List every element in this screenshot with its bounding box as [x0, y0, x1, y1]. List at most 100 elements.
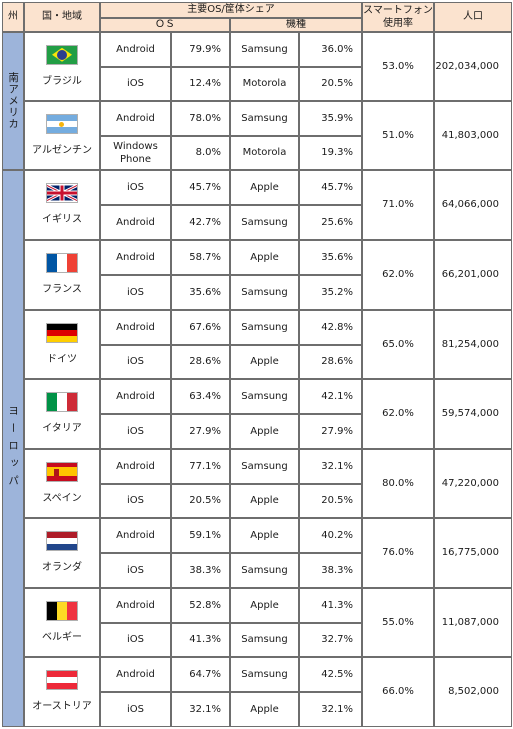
os-share: 42.7% [171, 205, 230, 240]
country-name: オーストリア [32, 701, 92, 713]
os-share: 79.9% [171, 32, 230, 67]
model-name: Samsung [230, 449, 299, 484]
usage-rate: 65.0% [362, 310, 434, 379]
country-name: ブラジル [42, 75, 82, 87]
italy-flag-icon [46, 392, 78, 413]
model-share: 35.2% [299, 275, 362, 310]
argentina-flag-icon [46, 113, 78, 134]
austria-flag-icon [46, 670, 78, 691]
model-name: Samsung [230, 205, 299, 240]
model-share: 27.9% [299, 414, 362, 449]
header-usage: スマートフォン 使用率 [362, 2, 434, 32]
country-cell: アルゼンチン [24, 101, 100, 170]
model-name: Samsung [230, 310, 299, 345]
header-population: 人口 [434, 2, 512, 32]
model-name: Apple [230, 345, 299, 379]
model-share: 32.1% [299, 449, 362, 484]
model-name: Samsung [230, 623, 299, 657]
brazil-flag-icon [46, 44, 78, 65]
population: 41,803,000 [434, 101, 512, 170]
os-name: Android [100, 240, 171, 275]
belgium-flag-icon [46, 600, 78, 621]
model-share: 25.6% [299, 205, 362, 240]
os-name: iOS [100, 170, 171, 205]
country-cell: イギリス [24, 170, 100, 240]
header-share: 主要OS/筐体シェア [100, 2, 362, 18]
os-share: 64.7% [171, 657, 230, 692]
model-name: Apple [230, 170, 299, 205]
model-share: 32.1% [299, 692, 362, 727]
population: 59,574,000 [434, 379, 512, 449]
os-name: iOS [100, 553, 171, 588]
os-share: 41.3% [171, 623, 230, 657]
usage-rate: 62.0% [362, 240, 434, 310]
os-share: 78.0% [171, 101, 230, 136]
model-share: 20.5% [299, 67, 362, 101]
os-name: Android [100, 588, 171, 623]
os-share: 35.6% [171, 275, 230, 310]
os-name: Windows Phone [100, 136, 171, 170]
france-flag-icon [46, 253, 78, 274]
country-name: オランダ [42, 562, 82, 574]
model-share: 19.3% [299, 136, 362, 170]
os-name: Android [100, 518, 171, 553]
os-share: 8.0% [171, 136, 230, 170]
os-name: iOS [100, 484, 171, 518]
os-name: iOS [100, 275, 171, 310]
country-cell: ベルギー [24, 588, 100, 657]
uk-flag-icon [46, 183, 78, 204]
os-share: 12.4% [171, 67, 230, 101]
os-share: 38.3% [171, 553, 230, 588]
model-share: 35.9% [299, 101, 362, 136]
model-share: 20.5% [299, 484, 362, 518]
header-os: ＯＳ [100, 18, 230, 32]
model-share: 36.0% [299, 32, 362, 67]
country-name: スペイン [42, 492, 82, 504]
model-name: Samsung [230, 101, 299, 136]
country-name: ベルギー [42, 631, 82, 643]
netherlands-flag-icon [46, 531, 78, 552]
country-name: イタリア [42, 423, 82, 435]
header-usage-line2: 使用率 [383, 18, 413, 29]
model-share: 40.2% [299, 518, 362, 553]
os-share: 45.7% [171, 170, 230, 205]
model-share: 28.6% [299, 345, 362, 379]
os-name: iOS [100, 345, 171, 379]
model-name: Samsung [230, 32, 299, 67]
os-name: Android [100, 657, 171, 692]
country-cell: スペイン [24, 449, 100, 518]
country-name: アルゼンチン [32, 144, 92, 156]
usage-rate: 51.0% [362, 101, 434, 170]
os-share: 77.1% [171, 449, 230, 484]
os-share: 28.6% [171, 345, 230, 379]
population: 81,254,000 [434, 310, 512, 379]
model-name: Apple [230, 414, 299, 449]
model-share: 42.5% [299, 657, 362, 692]
population: 16,775,000 [434, 518, 512, 588]
population: 8,502,000 [434, 657, 512, 727]
model-name: Samsung [230, 275, 299, 310]
os-name: iOS [100, 623, 171, 657]
usage-rate: 55.0% [362, 588, 434, 657]
country-cell: イタリア [24, 379, 100, 449]
model-name: Samsung [230, 553, 299, 588]
header-model: 機種 [230, 18, 362, 32]
population: 64,066,000 [434, 170, 512, 240]
os-name: Android [100, 449, 171, 484]
model-name: Samsung [230, 657, 299, 692]
os-share: 52.8% [171, 588, 230, 623]
spain-flag-icon [46, 461, 78, 482]
model-share: 38.3% [299, 553, 362, 588]
os-name: Android [100, 101, 171, 136]
usage-rate: 62.0% [362, 379, 434, 449]
usage-rate: 80.0% [362, 449, 434, 518]
country-cell: オーストリア [24, 657, 100, 727]
population: 47,220,000 [434, 449, 512, 518]
country-name: ドイツ [47, 353, 77, 365]
os-name: iOS [100, 414, 171, 449]
os-share: 63.4% [171, 379, 230, 414]
model-share: 35.6% [299, 240, 362, 275]
model-name: Samsung [230, 379, 299, 414]
os-share: 27.9% [171, 414, 230, 449]
